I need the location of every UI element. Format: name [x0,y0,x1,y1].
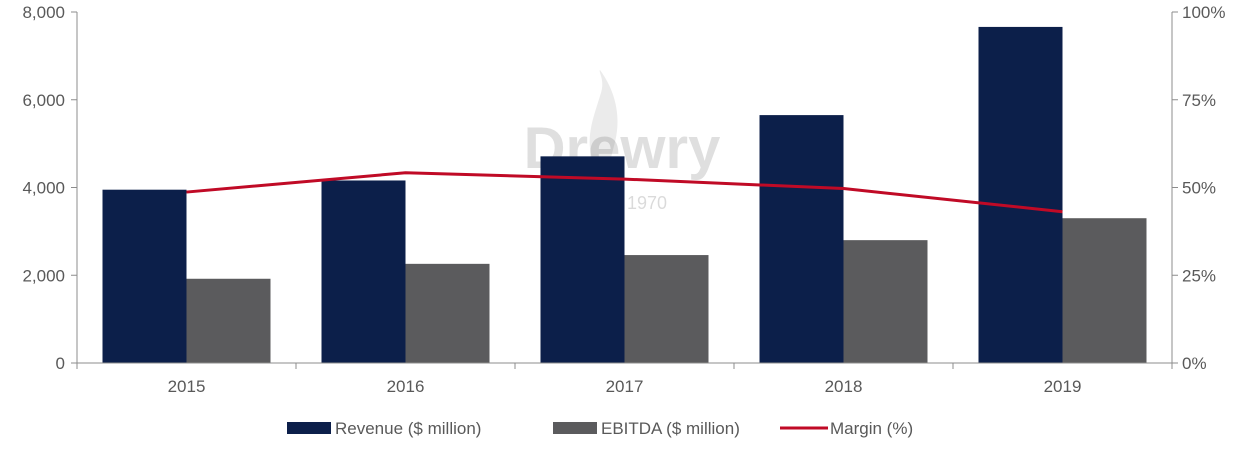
right-tick-label: 50% [1182,179,1216,198]
margin-line-layer [186,171,1063,214]
legend-item-ebitda: EBITDA ($ million) [553,419,740,438]
legend-swatch-revenue [287,422,331,434]
left-tick-label: 8,000 [22,3,65,22]
left-tick-label: 2,000 [22,266,65,285]
bar-revenue-2019 [978,26,1063,363]
flame-logo-icon [589,70,618,178]
right-tick-label: 75% [1182,91,1216,110]
axes-layer [71,11,1178,369]
bar-revenue-2018 [759,115,844,363]
x-tick-label: 2019 [1044,377,1082,396]
x-tick-label: 2018 [825,377,863,396]
legend-label-margin: Margin (%) [830,419,913,438]
margin-line [186,171,1063,214]
bar-ebitda-2017 [624,255,709,363]
bar-ebitda-2018 [843,240,928,363]
x-tick-label: 2017 [606,377,644,396]
x-tick-label: 2016 [387,377,425,396]
right-tick-label: 0% [1182,354,1207,373]
tick-labels-layer: 0 2,000 4,000 6,000 8,000 0% 25% 50% 75% 100% 2015… [22,3,1225,396]
right-tick-label: 25% [1182,266,1216,285]
bars-layer [102,26,1147,363]
legend-item-margin: Margin (%) [780,419,913,438]
bar-ebitda-2015 [186,278,271,363]
legend-swatch-ebitda [553,422,597,434]
bar-ebitda-2016 [405,263,490,363]
bar-revenue-2017 [540,156,625,363]
x-tick-label: 2015 [168,377,206,396]
left-tick-label: 0 [56,354,65,373]
bar-ebitda-2019 [1062,218,1147,363]
bar-revenue-2015 [102,189,187,363]
left-tick-label: 6,000 [22,91,65,110]
left-tick-label: 4,000 [22,179,65,198]
legend: Revenue ($ million) EBITDA ($ million) Mar… [287,419,913,438]
legend-label-ebitda: EBITDA ($ million) [601,419,740,438]
right-tick-label: 100% [1182,3,1225,22]
legend-item-revenue: Revenue ($ million) [287,419,481,438]
legend-label-revenue: Revenue ($ million) [335,419,481,438]
bar-revenue-2016 [321,180,406,363]
